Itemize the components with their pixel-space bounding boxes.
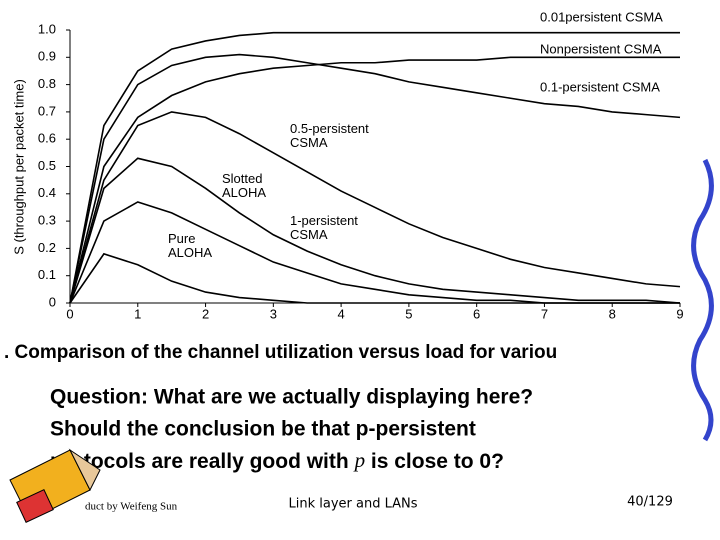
decoration <box>691 158 714 442</box>
y-axis-label: S (throughput per packet time) <box>11 79 26 255</box>
x-tick-label: 3 <box>270 306 277 321</box>
x-tick-label: 1 <box>134 306 141 321</box>
series-line <box>69 53 681 304</box>
y-tick-label: 0.8 <box>38 76 56 91</box>
series-line <box>69 111 681 304</box>
chart: S (throughput per packet time) 0 0.1 0.2 0.… <box>11 9 683 321</box>
question-text: protocols are really good with <box>50 450 355 473</box>
y-tick-label: 0.6 <box>38 131 56 146</box>
x-tick-label: 2 <box>202 306 209 321</box>
y-tick-label: 0.3 <box>38 213 56 228</box>
y-tick-label: 0.5 <box>38 158 56 173</box>
question-text: is close to 0? <box>365 450 504 473</box>
x-tick-label: 8 <box>609 306 616 321</box>
series-label: Nonpersistent CSMA <box>540 41 662 56</box>
y-tick-label: 0.4 <box>38 185 56 200</box>
x-tick-label: 4 <box>337 306 344 321</box>
question-line: protocols are really good with p is clos… <box>50 448 504 473</box>
question-var: p <box>353 448 366 472</box>
x-tick-label: 7 <box>541 306 548 321</box>
series-line <box>69 31 680 304</box>
question-line: Question: What are we actually displayin… <box>50 386 533 409</box>
y-tick-label: 0.2 <box>38 240 56 255</box>
series-line <box>69 252 680 304</box>
y-tick-label: 0.9 <box>38 49 56 64</box>
series-label: 0.01persistent CSMA <box>540 9 663 24</box>
pencil-icon <box>9 448 101 523</box>
x-tick-label: 9 <box>676 306 683 321</box>
footer-title: Link layer and LANs <box>288 497 417 512</box>
x-tick-label: 0 <box>66 306 73 321</box>
y-tick-label: 0.7 <box>38 103 56 118</box>
question-line: Should the conclusion be that p-persiste… <box>50 418 476 441</box>
y-tick-label: 1.0 <box>38 21 56 36</box>
series-label: Pure ALOHA <box>168 231 212 260</box>
y-tick-label: 0.1 <box>38 267 56 282</box>
series-label: 0.1-persistent CSMA <box>540 79 660 94</box>
y-tick-label: 0 <box>49 294 56 309</box>
x-tick-label: 5 <box>405 306 412 321</box>
footer-author: duct by Weifeng Sun <box>85 501 178 513</box>
series-label: 0.5-persistent CSMA <box>290 121 369 150</box>
footer-page: 40/129 <box>627 495 673 510</box>
series-line <box>69 201 680 304</box>
series-line <box>69 56 680 304</box>
series-label: 1-persistent CSMA <box>290 213 358 242</box>
series-label: Slotted ALOHA <box>222 171 266 200</box>
caption: . Comparison of the channel utilization … <box>4 342 557 363</box>
series-line <box>69 157 681 304</box>
x-tick-label: 6 <box>473 306 480 321</box>
